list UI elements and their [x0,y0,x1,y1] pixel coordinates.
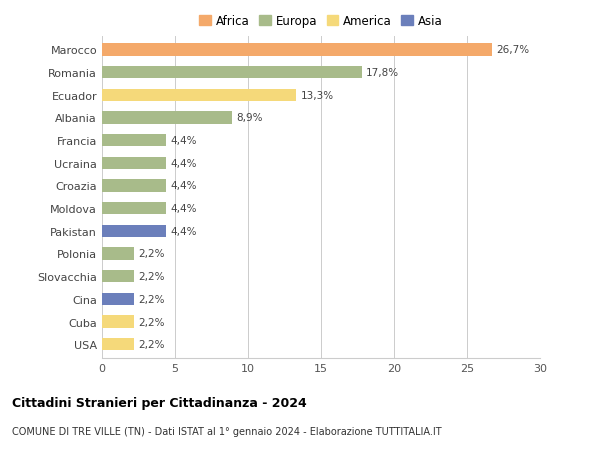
Bar [102,338,134,351]
Legend: Africa, Europa, America, Asia: Africa, Europa, America, Asia [194,11,448,33]
Text: 2,2%: 2,2% [139,340,165,349]
Bar [102,248,134,260]
Bar [102,316,134,328]
Bar [102,293,134,305]
Text: 4,4%: 4,4% [170,181,197,191]
Bar [102,134,166,147]
Bar [102,270,134,283]
Bar [102,225,166,237]
Bar [102,157,166,170]
Text: 2,2%: 2,2% [139,317,165,327]
Text: 26,7%: 26,7% [496,45,529,55]
Bar [102,44,492,56]
Text: COMUNE DI TRE VILLE (TN) - Dati ISTAT al 1° gennaio 2024 - Elaborazione TUTTITAL: COMUNE DI TRE VILLE (TN) - Dati ISTAT al… [12,426,442,436]
Text: 4,4%: 4,4% [170,158,197,168]
Bar [102,112,232,124]
Bar [102,90,296,102]
Text: 8,9%: 8,9% [236,113,263,123]
Text: 13,3%: 13,3% [301,90,334,101]
Text: 4,4%: 4,4% [170,136,197,146]
Text: 17,8%: 17,8% [366,68,400,78]
Text: Cittadini Stranieri per Cittadinanza - 2024: Cittadini Stranieri per Cittadinanza - 2… [12,396,307,409]
Bar [102,202,166,215]
Text: 2,2%: 2,2% [139,294,165,304]
Bar [102,67,362,79]
Text: 2,2%: 2,2% [139,272,165,281]
Text: 2,2%: 2,2% [139,249,165,259]
Text: 4,4%: 4,4% [170,204,197,214]
Text: 4,4%: 4,4% [170,226,197,236]
Bar [102,180,166,192]
